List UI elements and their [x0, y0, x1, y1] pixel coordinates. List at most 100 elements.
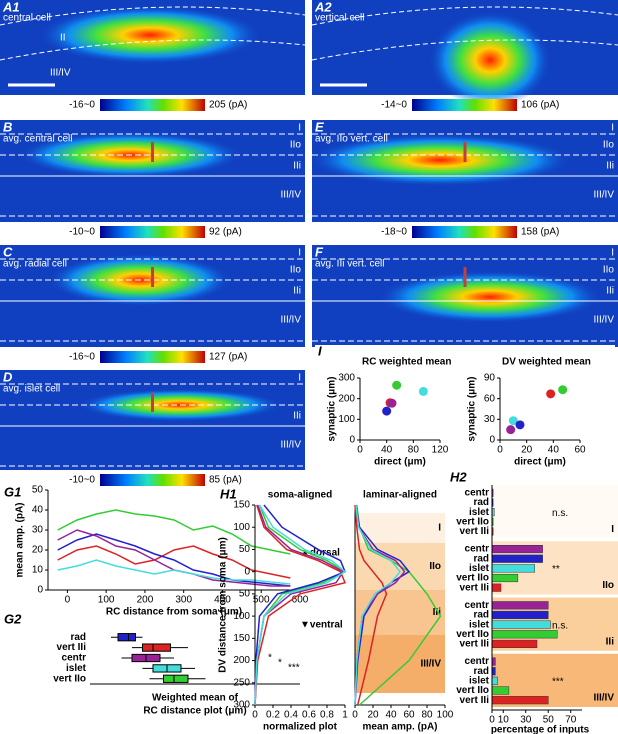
- category-label: vert IIo: [456, 685, 489, 696]
- frame: [315, 345, 615, 480]
- colorbar-min: -10~0: [69, 227, 95, 238]
- category-label: rad: [70, 632, 86, 643]
- profile-line: [354, 504, 401, 706]
- line: [57, 545, 291, 579]
- category-label: islet: [469, 563, 490, 574]
- panel-title: avg. IIo vert. cell: [315, 134, 388, 145]
- y-tick-label: 200: [233, 655, 250, 666]
- y-axis-label: synaptic (μm): [327, 376, 338, 441]
- x-axis-label: normalized plot: [263, 722, 338, 733]
- panel-title: avg. central cell: [3, 134, 72, 145]
- x-tick-label: 600: [292, 595, 309, 606]
- panel-label: H1: [220, 486, 237, 501]
- point: [558, 385, 568, 395]
- bar: [491, 601, 549, 610]
- layer-label: III/IV: [280, 440, 301, 451]
- colorbar-max: 92 (pA): [209, 227, 242, 238]
- category-label: rad: [473, 610, 489, 621]
- layer-label: III/IV: [280, 315, 301, 326]
- layer-label: I: [611, 123, 614, 134]
- point: [515, 420, 525, 430]
- x-tick-label: 200: [137, 595, 154, 606]
- y-tick-label: 150: [233, 500, 250, 511]
- y-tick-label: 250: [233, 677, 250, 688]
- panel-label: D: [3, 369, 13, 384]
- significance: **: [552, 564, 560, 575]
- layer-label: IIi: [606, 286, 614, 297]
- layer-band: [355, 635, 445, 693]
- colorbar-max: 205 (pA): [209, 100, 247, 111]
- y-axis-label: mean amp. (pA): [15, 502, 26, 577]
- colorbar-min: -16~0: [69, 352, 95, 363]
- line: [57, 533, 291, 587]
- bar: [491, 639, 538, 648]
- y-axis-label: synaptic (μm): [467, 376, 478, 441]
- y-tick-label: 50: [239, 544, 251, 555]
- significance: *: [278, 658, 282, 669]
- line: [57, 509, 291, 555]
- x-axis-label: direct (μm): [374, 457, 426, 468]
- x-axis-label: mean amp. (pA): [362, 722, 437, 733]
- x-tick-label: 300: [175, 595, 192, 606]
- line: [57, 559, 291, 585]
- group-label: III/IV: [593, 693, 614, 704]
- layer-label: IIo: [603, 140, 615, 151]
- layer-label: III/IV: [280, 190, 301, 201]
- panel-label: A1: [2, 0, 20, 14]
- y-tick-label: 50: [32, 485, 44, 496]
- layer-border: [0, 39, 306, 61]
- x-tick-label: 0.4: [284, 710, 298, 721]
- chart-title: laminar-aligned: [363, 490, 437, 501]
- x-axis-label: RC distance plot (μm): [143, 706, 246, 717]
- colorbar: [100, 99, 205, 111]
- x-tick-label: 0.6: [302, 710, 316, 721]
- significance: *: [268, 653, 272, 664]
- category-label: centr: [62, 653, 87, 664]
- colorbar: [100, 474, 205, 486]
- x-tick-label: 40: [548, 445, 560, 456]
- point: [506, 425, 516, 435]
- category-label: vert IIi: [460, 639, 490, 650]
- layer-label: IIo: [603, 265, 615, 276]
- profile-line: [254, 504, 347, 706]
- category-label: vert IIi: [460, 526, 490, 537]
- y-tick-label: 40: [32, 505, 44, 516]
- y-tick-label: 0: [244, 566, 250, 577]
- box: [163, 674, 189, 683]
- group-label: IIi: [606, 636, 615, 647]
- layer-label: III/IV: [50, 68, 71, 79]
- layer-border: [311, 39, 618, 61]
- layer-label: III/IV: [420, 659, 441, 670]
- category-label: islet: [66, 663, 87, 674]
- category-label: vert IIo: [456, 573, 489, 584]
- category-label: vert IIo: [456, 629, 489, 640]
- x-axis-label: direct (μm): [514, 457, 566, 468]
- bar: [491, 564, 535, 573]
- category-label: centr: [465, 487, 490, 498]
- point: [382, 406, 392, 416]
- profile-line: [254, 504, 347, 706]
- annotation: ▲dorsal: [300, 548, 340, 559]
- heatmap-blob: [430, 12, 550, 108]
- x-tick-label: 0.8: [320, 710, 334, 721]
- x-tick-label: 80: [408, 445, 420, 456]
- panel-label: C: [3, 244, 13, 259]
- bar: [491, 696, 549, 705]
- x-axis-label: RC distance from soma (μm): [106, 607, 242, 618]
- bar: [491, 583, 502, 592]
- category-label: islet: [469, 619, 490, 630]
- x-tick-label: 100: [98, 595, 115, 606]
- bar: [491, 620, 551, 629]
- layer-label: III/IV: [593, 190, 614, 201]
- panel-title: avg. IIi vert. cell: [315, 259, 384, 270]
- colorbar: [412, 99, 517, 111]
- colorbar-min: -10~0: [69, 475, 95, 486]
- point: [418, 386, 428, 396]
- y-tick-label: 200: [338, 393, 355, 404]
- y-tick-label: 30: [32, 525, 44, 536]
- panel-title: avg. radial cell: [3, 259, 67, 270]
- y-tick-label: 300: [338, 373, 355, 384]
- category-label: vert IIi: [460, 695, 490, 706]
- x-tick-label: 60: [574, 445, 586, 456]
- significance: ***: [288, 663, 300, 674]
